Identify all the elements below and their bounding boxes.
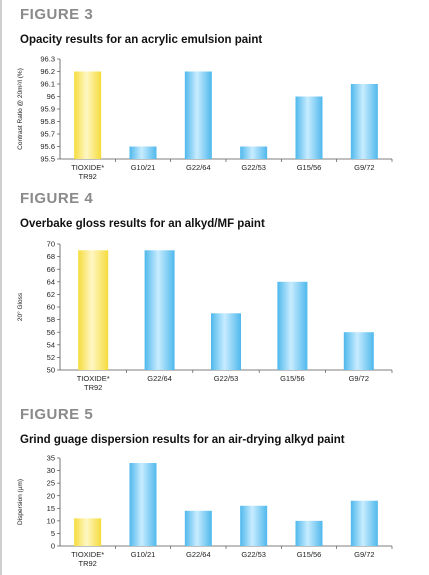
- bar: [129, 463, 157, 546]
- y-tick-label: 96.3: [40, 55, 55, 64]
- bar: [240, 146, 268, 159]
- x-category-label: G22/64: [186, 550, 211, 559]
- y-tick-label: 62: [47, 290, 55, 299]
- y-tick-label: 0: [51, 542, 55, 551]
- bar: [129, 146, 157, 159]
- y-tick-label: 56: [47, 328, 55, 337]
- figure-5-label: FIGURE 5: [20, 406, 94, 423]
- figure-5-title: Grind guage dispersion results for an ai…: [20, 434, 345, 446]
- y-tick-label: 5: [51, 529, 55, 538]
- bar: [184, 71, 212, 159]
- y-tick-label: 95.7: [40, 130, 55, 139]
- y-tick-label: 30: [47, 466, 55, 475]
- y-tick-label: 64: [47, 277, 55, 286]
- y-axis-title: 20° Gloss: [16, 292, 24, 321]
- x-category-label: TIOXIDE*: [71, 163, 104, 172]
- y-axis-title: Dispersion (µm): [17, 479, 24, 525]
- y-tick-label: 20: [47, 491, 55, 500]
- y-tick-label: 96.2: [40, 67, 55, 76]
- y-tick-label: 60: [47, 303, 55, 312]
- y-tick-label: 58: [47, 315, 55, 324]
- y-tick-label: 95.5: [40, 155, 55, 164]
- y-tick-label: 54: [47, 340, 55, 349]
- bar: [295, 520, 323, 546]
- y-tick-label: 68: [47, 252, 55, 261]
- figure-3-label: FIGURE 3: [20, 6, 94, 23]
- x-category-label: TR92: [78, 559, 96, 568]
- bar: [74, 71, 102, 159]
- bar: [211, 313, 241, 370]
- figure-4-chart: 70 68 66 64 62 60 58 56 54 52 50 20° Gloss TIOXIDE*T…: [16, 240, 393, 392]
- y-tick-label: 35: [47, 454, 55, 463]
- x-category-label: G22/53: [214, 374, 239, 383]
- y-axis-title: Contrast Ratio @ 20m²/l (%): [17, 68, 24, 150]
- y-tick-label: 96.1: [40, 80, 55, 89]
- page-side-rule: [0, 0, 2, 575]
- y-tick-label: 70: [47, 240, 55, 249]
- x-category-label: G9/72: [354, 550, 374, 559]
- x-category-label: G22/53: [241, 550, 266, 559]
- x-category-label: G10/21: [131, 163, 156, 172]
- x-category-label: G9/72: [354, 163, 374, 172]
- x-category-label: G10/21: [131, 550, 156, 559]
- figure-4-title: Overbake gloss results for an alkyd/MF p…: [20, 218, 265, 230]
- x-category-label: G9/72: [349, 374, 369, 383]
- y-tick-label: 15: [47, 504, 55, 513]
- bar: [184, 510, 212, 546]
- x-category-label: G22/64: [186, 163, 211, 172]
- y-tick-label: 25: [47, 479, 55, 488]
- figure-3-title: Opacity results for an acrylic emulsion …: [20, 34, 263, 46]
- x-category-label: G22/64: [147, 374, 172, 383]
- bar: [240, 505, 268, 546]
- bar: [78, 250, 109, 370]
- x-category-label: G22/53: [241, 163, 266, 172]
- x-category-label: TIOXIDE*: [77, 374, 110, 383]
- y-tick-label: 50: [47, 366, 55, 375]
- y-tick-label: 66: [47, 265, 55, 274]
- y-tick-label: 52: [47, 353, 55, 362]
- bar: [74, 518, 102, 546]
- x-category-label: G15/56: [297, 163, 322, 172]
- y-tick-label: 95.9: [40, 105, 55, 114]
- y-tick-label: 95.6: [40, 142, 55, 151]
- x-category-label: TIOXIDE*: [71, 550, 104, 559]
- y-tick-label: 95.8: [40, 117, 55, 126]
- bar: [343, 332, 374, 370]
- bar: [144, 250, 175, 370]
- figure-5-chart: 35 30 25 20 15 10 5 0 Dispersion (µm) TIOXIDE*TR9…: [17, 454, 393, 568]
- bar: [350, 500, 378, 546]
- bar: [350, 84, 378, 159]
- x-category-label: G15/56: [297, 550, 322, 559]
- x-category-label: TR92: [78, 172, 96, 181]
- figure-3-chart: 96.3 96.2 96.1 96 95.9 95.8 95.7 95.6 95.5 Contra…: [17, 55, 393, 181]
- x-category-label: G15/56: [280, 374, 305, 383]
- bar: [277, 281, 308, 370]
- figure-4-label: FIGURE 4: [20, 190, 94, 207]
- x-category-label: TR92: [84, 383, 102, 392]
- y-tick-label: 10: [47, 516, 55, 525]
- y-tick-label: 96: [47, 92, 55, 101]
- bar: [295, 96, 323, 159]
